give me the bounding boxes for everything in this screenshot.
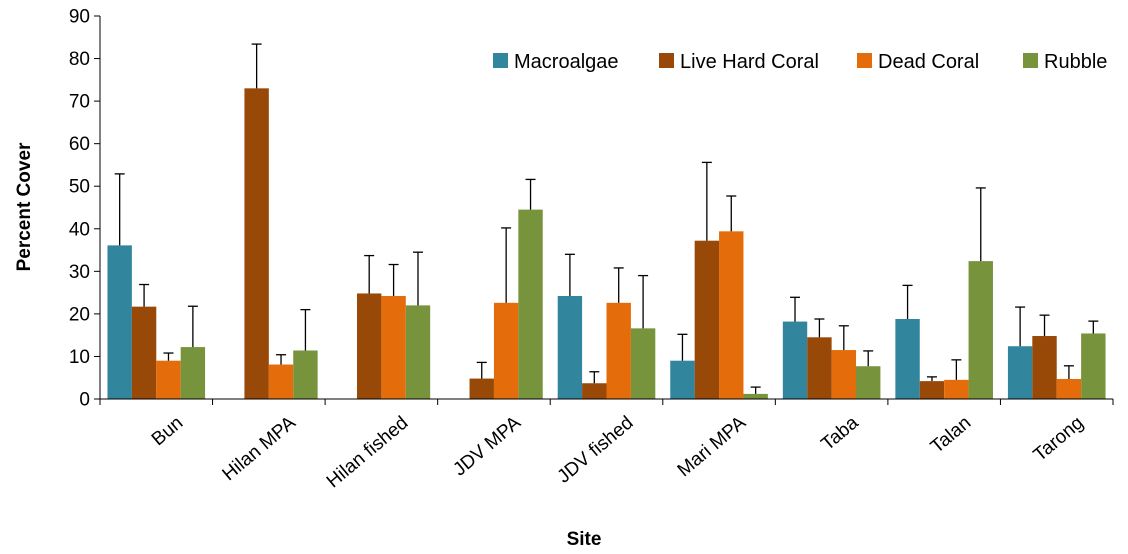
bar	[856, 366, 881, 399]
bar	[919, 381, 945, 399]
x-tick-label: Taba	[818, 412, 863, 455]
bar	[405, 305, 431, 399]
bar	[156, 360, 181, 399]
bar	[807, 337, 832, 399]
bar	[1081, 333, 1106, 399]
legend-swatch	[493, 53, 508, 68]
x-axis-ticks: Bun Hilan MPA Hilan fished JDV MPA JDV fishe…	[99, 399, 1114, 492]
bar	[1056, 378, 1082, 399]
y-tick-label: 10	[69, 347, 90, 368]
bar	[968, 261, 993, 399]
axes	[99, 16, 1113, 400]
bar	[719, 231, 744, 399]
y-tick-label: 0	[79, 390, 90, 411]
bar	[244, 88, 269, 399]
legend-label: Dead Coral	[878, 51, 979, 73]
legend-swatch	[1023, 53, 1038, 68]
bar	[606, 302, 631, 399]
bar	[356, 293, 382, 399]
bar	[1007, 346, 1033, 399]
y-axis-title: Percent Cover	[14, 142, 35, 271]
x-tick-label: JDV fished	[554, 412, 638, 487]
x-tick-label: Hilan MPA	[219, 412, 300, 485]
y-tick-label: 70	[69, 92, 90, 113]
bar	[895, 318, 920, 399]
bar	[493, 302, 519, 399]
bar	[831, 350, 857, 399]
bar	[293, 350, 318, 399]
y-tick-label: 60	[69, 134, 90, 155]
error-bars	[114, 43, 1099, 394]
bar	[670, 360, 695, 399]
x-tick-label: Tarong	[1030, 412, 1088, 465]
bar	[557, 296, 583, 399]
y-tick-label: 30	[69, 262, 90, 283]
bar	[630, 328, 656, 399]
legend: Macroalgae Live Hard Coral Dead Coral Rubbl…	[493, 51, 1107, 73]
y-tick-label: 80	[69, 49, 90, 70]
bar	[1032, 336, 1057, 399]
bar	[107, 245, 132, 399]
y-tick-label: 50	[69, 177, 90, 198]
bar	[469, 378, 494, 399]
bar	[518, 209, 543, 399]
legend-swatch	[857, 53, 872, 68]
y-tick-label: 40	[69, 219, 90, 240]
x-tick-label: Mari MPA	[674, 412, 751, 481]
y-axis-ticks: 0 10 20 30 40 50 60 70 80 90	[69, 7, 100, 411]
legend-label: Macroalgae	[514, 51, 619, 73]
x-tick-label: JDV MPA	[449, 412, 525, 480]
bar	[381, 296, 406, 399]
bar	[582, 383, 607, 399]
bar	[180, 347, 206, 399]
x-axis-title: Site	[567, 529, 602, 550]
y-tick-label: 90	[69, 7, 90, 28]
bar	[782, 321, 808, 399]
bar	[743, 393, 768, 399]
legend-label: Live Hard Coral	[680, 51, 819, 73]
x-tick-label: Talan	[927, 412, 975, 457]
bar	[131, 306, 157, 399]
bars	[107, 88, 1106, 399]
bar	[268, 364, 294, 399]
bar	[944, 379, 969, 399]
legend-label: Rubble	[1044, 51, 1107, 73]
legend-swatch	[659, 53, 674, 68]
y-tick-label: 20	[69, 304, 90, 325]
bar	[694, 240, 720, 399]
x-tick-label: Hilan fished	[323, 412, 413, 492]
x-tick-label: Bun	[148, 412, 187, 450]
